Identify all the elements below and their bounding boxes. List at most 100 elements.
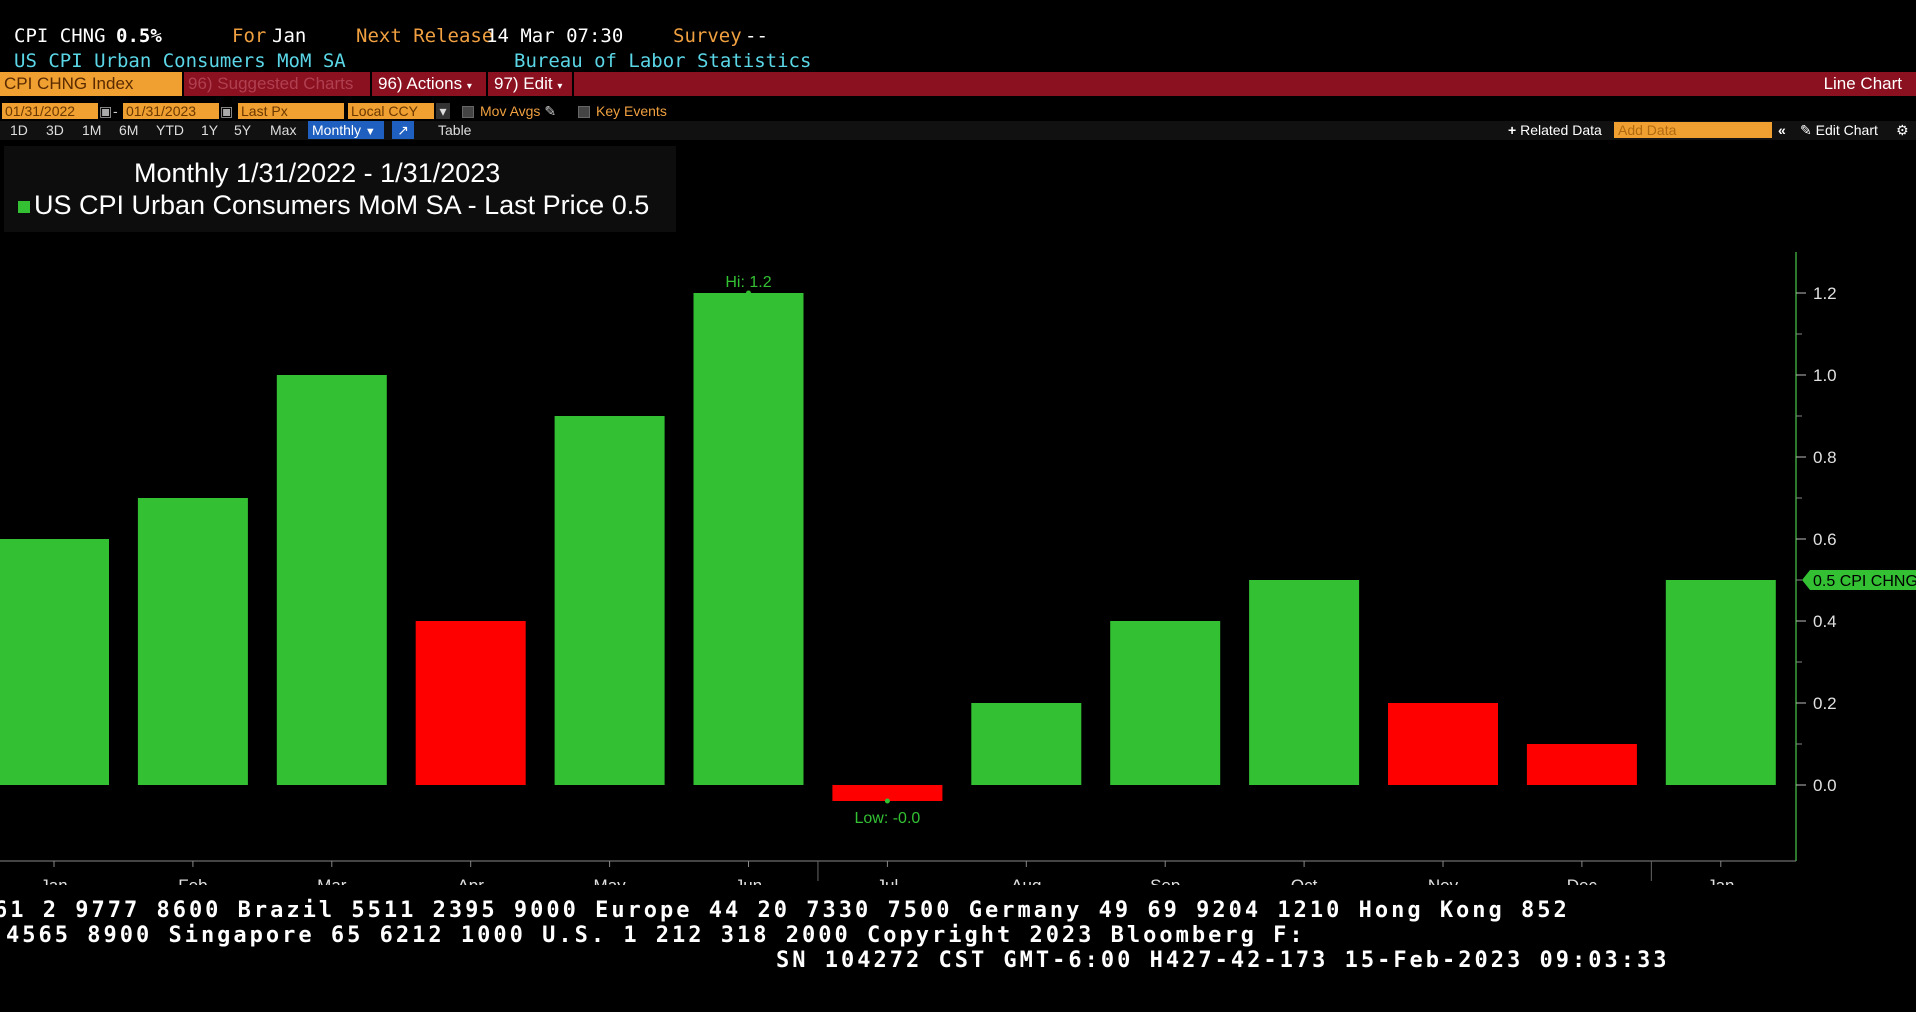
x-tick-label: Sep bbox=[1150, 876, 1180, 885]
frequency-select[interactable]: Monthly ▼ bbox=[308, 121, 384, 139]
edit-label: 97) Edit bbox=[494, 74, 553, 93]
last-value-tag bbox=[1802, 570, 1916, 590]
y-tick-label: 1.0 bbox=[1813, 366, 1837, 385]
gear-icon[interactable]: ⚙ bbox=[1896, 122, 1909, 138]
x-tick-label: Jul bbox=[877, 876, 899, 885]
legend-series-name: US CPI Urban Consumers MoM SA - Last Pri… bbox=[34, 190, 605, 220]
chevron-down-icon[interactable]: ▾ bbox=[436, 103, 450, 119]
calendar-icon[interactable]: ▣ bbox=[220, 103, 234, 119]
legend-series: US CPI Urban Consumers MoM SA - Last Pri… bbox=[18, 190, 649, 221]
collapse-icon[interactable]: « bbox=[1778, 122, 1786, 138]
next-release-value: 14 Mar 07:30 bbox=[486, 25, 624, 47]
chart-legend: Monthly 1/31/2022 - 1/31/2023 US CPI Urb… bbox=[4, 146, 676, 232]
end-date-input[interactable]: 01/31/2023 bbox=[123, 103, 219, 119]
bar bbox=[1110, 621, 1221, 785]
start-date-input[interactable]: 01/31/2022 bbox=[2, 103, 98, 119]
security-field[interactable]: CPI CHNG Index bbox=[0, 72, 182, 96]
x-tick-label: Nov bbox=[1428, 876, 1459, 885]
y-tick-label: 0.0 bbox=[1813, 776, 1837, 795]
chart-type-label[interactable]: Line Chart bbox=[1823, 74, 1902, 93]
period-5y[interactable]: 5Y bbox=[234, 122, 252, 138]
price-field-select[interactable]: Last Px bbox=[238, 103, 344, 119]
low-marker bbox=[884, 798, 890, 804]
period-1m[interactable]: 1M bbox=[82, 122, 102, 138]
hi-marker bbox=[746, 290, 751, 296]
related-data-label: Related Data bbox=[1520, 122, 1602, 138]
period-1y[interactable]: 1Y bbox=[201, 122, 219, 138]
chevron-down-icon: ▾ bbox=[466, 81, 472, 92]
series-swatch bbox=[18, 200, 30, 213]
bar bbox=[0, 539, 109, 785]
bar bbox=[276, 375, 387, 785]
plus-icon: + bbox=[1508, 122, 1517, 138]
x-tick-label: Oct bbox=[1291, 876, 1318, 885]
function-toolbar bbox=[0, 72, 1916, 96]
for-value: Jan bbox=[272, 25, 307, 47]
checkbox-icon bbox=[462, 106, 474, 119]
checkbox-icon bbox=[578, 106, 590, 119]
bar bbox=[1526, 744, 1637, 785]
footer-contact-line-1: 61 2 9777 8600 Brazil 5511 2395 9000 Eur… bbox=[0, 898, 1570, 923]
date-separator: - bbox=[113, 103, 118, 119]
y-tick-label: 0.6 bbox=[1813, 530, 1837, 549]
period-ytd[interactable]: YTD bbox=[156, 122, 184, 138]
bar bbox=[1249, 580, 1360, 785]
low-label: Low: -0.0 bbox=[854, 810, 920, 827]
edit-chart-label: Edit Chart bbox=[1815, 122, 1878, 138]
survey-value: -- bbox=[745, 25, 768, 47]
legend-title: Monthly 1/31/2022 - 1/31/2023 bbox=[134, 158, 501, 188]
x-tick-label: Mar bbox=[317, 876, 347, 885]
ticker-value: 0.5% bbox=[116, 25, 162, 47]
footer-session-line: SN 104272 CST GMT-6:00 H427-42-173 15-Fe… bbox=[776, 948, 1670, 973]
data-source: Bureau of Labor Statistics bbox=[514, 50, 812, 72]
table-button[interactable]: Table bbox=[438, 122, 472, 138]
x-tick-label: Jan bbox=[1707, 876, 1734, 885]
next-release-label: Next Release bbox=[356, 25, 494, 47]
x-tick-label: Jun bbox=[735, 876, 762, 885]
period-3d[interactable]: 3D bbox=[46, 122, 64, 138]
mov-avgs-toggle[interactable]: Mov Avgs ✎ bbox=[462, 103, 556, 119]
x-tick-label: Feb bbox=[178, 876, 207, 885]
series-description: US CPI Urban Consumers MoM SA bbox=[14, 50, 346, 72]
chevron-down-icon: ▼ bbox=[364, 126, 376, 138]
period-6m[interactable]: 6M bbox=[119, 122, 139, 138]
bar bbox=[554, 416, 665, 785]
x-tick-label: Jan bbox=[40, 876, 67, 885]
edit-chart-button[interactable]: ✎ Edit Chart bbox=[1800, 121, 1878, 139]
legend-last-value: 0.5 bbox=[611, 190, 650, 220]
bar bbox=[971, 703, 1082, 785]
key-events-toggle[interactable]: Key Events bbox=[578, 103, 667, 119]
for-label: For bbox=[232, 25, 267, 47]
y-tick-label: 0.4 bbox=[1813, 612, 1837, 631]
frequency-label: Monthly bbox=[312, 122, 362, 138]
currency-select[interactable]: Local CCY bbox=[348, 103, 434, 119]
bar bbox=[832, 785, 943, 801]
pencil-icon: ✎ bbox=[1800, 122, 1812, 138]
add-data-input[interactable]: Add Data bbox=[1614, 122, 1772, 138]
bar bbox=[137, 498, 248, 785]
period-max[interactable]: Max bbox=[270, 122, 297, 138]
y-tick-label: 0.8 bbox=[1813, 448, 1837, 467]
bar bbox=[1388, 703, 1498, 785]
related-data-button[interactable]: + Related Data bbox=[1508, 121, 1604, 139]
x-tick-label: Dec bbox=[1567, 876, 1598, 885]
ticker-label: CPI CHNG bbox=[14, 25, 106, 47]
x-tick-label: Aug bbox=[1011, 876, 1041, 885]
mov-avgs-label: Mov Avgs bbox=[480, 103, 541, 119]
x-tick-label: May bbox=[594, 876, 627, 885]
y-tick-label: 1.2 bbox=[1813, 284, 1837, 303]
actions-menu[interactable]: 96) Actions ▾ bbox=[378, 72, 472, 96]
period-toolbar bbox=[0, 121, 1916, 140]
footer-contact-line-2: 4565 8900 Singapore 65 6212 1000 U.S. 1 … bbox=[6, 923, 1306, 948]
hi-label: Hi: 1.2 bbox=[725, 274, 771, 291]
x-tick-label: Apr bbox=[457, 876, 484, 885]
actions-label: 96) Actions bbox=[378, 74, 463, 93]
period-1d[interactable]: 1D bbox=[10, 122, 28, 138]
suggested-charts-button[interactable]: 96) Suggested Charts bbox=[188, 74, 354, 93]
chevron-down-icon: ▾ bbox=[557, 81, 563, 92]
calendar-icon[interactable]: ▣ bbox=[99, 103, 113, 119]
survey-label: Survey bbox=[673, 25, 742, 47]
add-data-placeholder: Add Data bbox=[1618, 122, 1677, 138]
edit-menu[interactable]: 97) Edit ▾ bbox=[494, 72, 562, 96]
line-chart-icon[interactable]: ↗ bbox=[392, 121, 414, 139]
